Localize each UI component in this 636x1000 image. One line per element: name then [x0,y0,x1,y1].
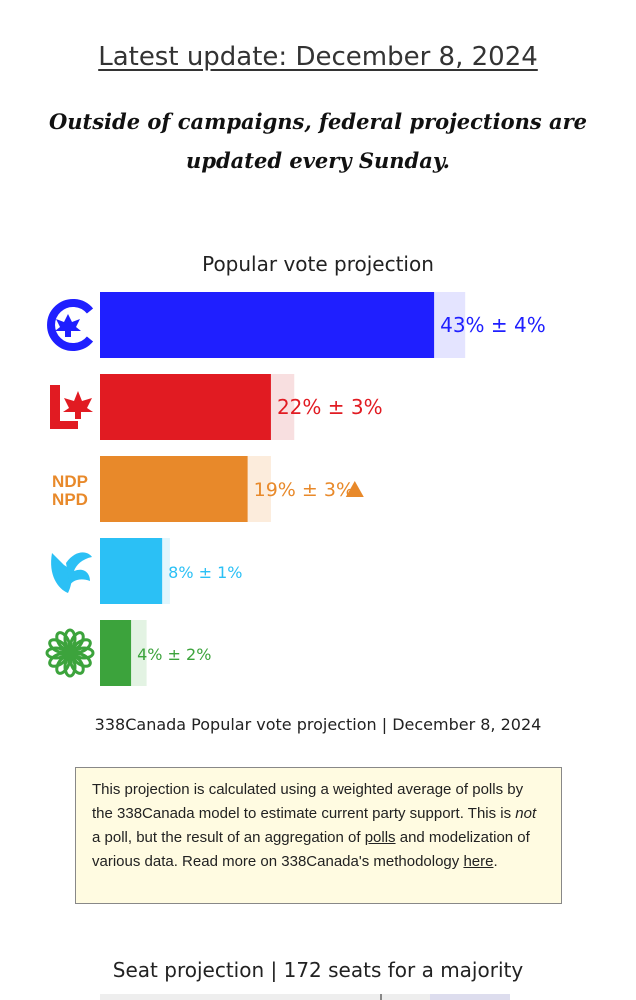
value-label-lpc: 22% ± 3% [277,395,383,419]
value-label-bq: 8% ± 1% [168,563,242,582]
methodology-infobox: This projection is calculated using a we… [75,767,562,904]
conservative-logo-icon [47,299,94,351]
green-logo-icon [45,628,95,678]
info-text-1: This projection is calculated using a we… [92,781,524,822]
ndp-logo-text: NPD [52,490,88,509]
margin-bar-bq [162,538,170,604]
chart-title: Popular vote projection [202,252,434,276]
bar-lpc [100,374,271,440]
bloc-wing-icon [66,552,92,585]
value-label-gpc: 4% ± 2% [137,645,211,664]
trend-up-icon [345,481,364,497]
value-label-cpc: 43% ± 4% [440,313,546,337]
info-text-3: and modelization of various data. Read m… [92,829,530,870]
maple-leaf-icon [63,391,93,419]
bar-cpc [100,292,435,358]
cut-off-header [0,0,636,4]
methodology-link[interactable]: here [463,853,494,870]
ndp-logo-text: NDP [52,472,88,491]
value-label-ndp: 19% ± 3% [254,479,354,501]
bloc-logo-icon [51,553,72,593]
margin-bar-cpc [434,292,466,358]
margin-bar-ndp [247,456,271,522]
info-text-2: a poll, but the result of an aggregation… [92,829,365,846]
bar-bq [100,538,163,604]
green-center [63,646,77,660]
margin-bar-gpc [131,620,147,686]
info-text-4: . [493,853,498,870]
bar-ndp [100,456,248,522]
latest-update-link[interactable]: Latest update: December 8, 2024 [98,42,538,72]
info-emphasis: not [515,805,537,822]
update-frequency-note: Outside of campaigns, federal projection… [48,109,588,173]
bar-gpc [100,620,132,686]
polls-link[interactable]: polls [364,829,396,846]
maple-leaf-icon [55,314,81,337]
liberal-logo-icon [50,385,78,429]
seat-projection-strip [100,994,510,1000]
margin-bar-lpc [270,374,295,440]
seat-projection-title: Seat projection | 172 seats for a majori… [112,958,524,982]
chart-caption: 338Canada Popular vote projection | Dece… [94,715,542,734]
